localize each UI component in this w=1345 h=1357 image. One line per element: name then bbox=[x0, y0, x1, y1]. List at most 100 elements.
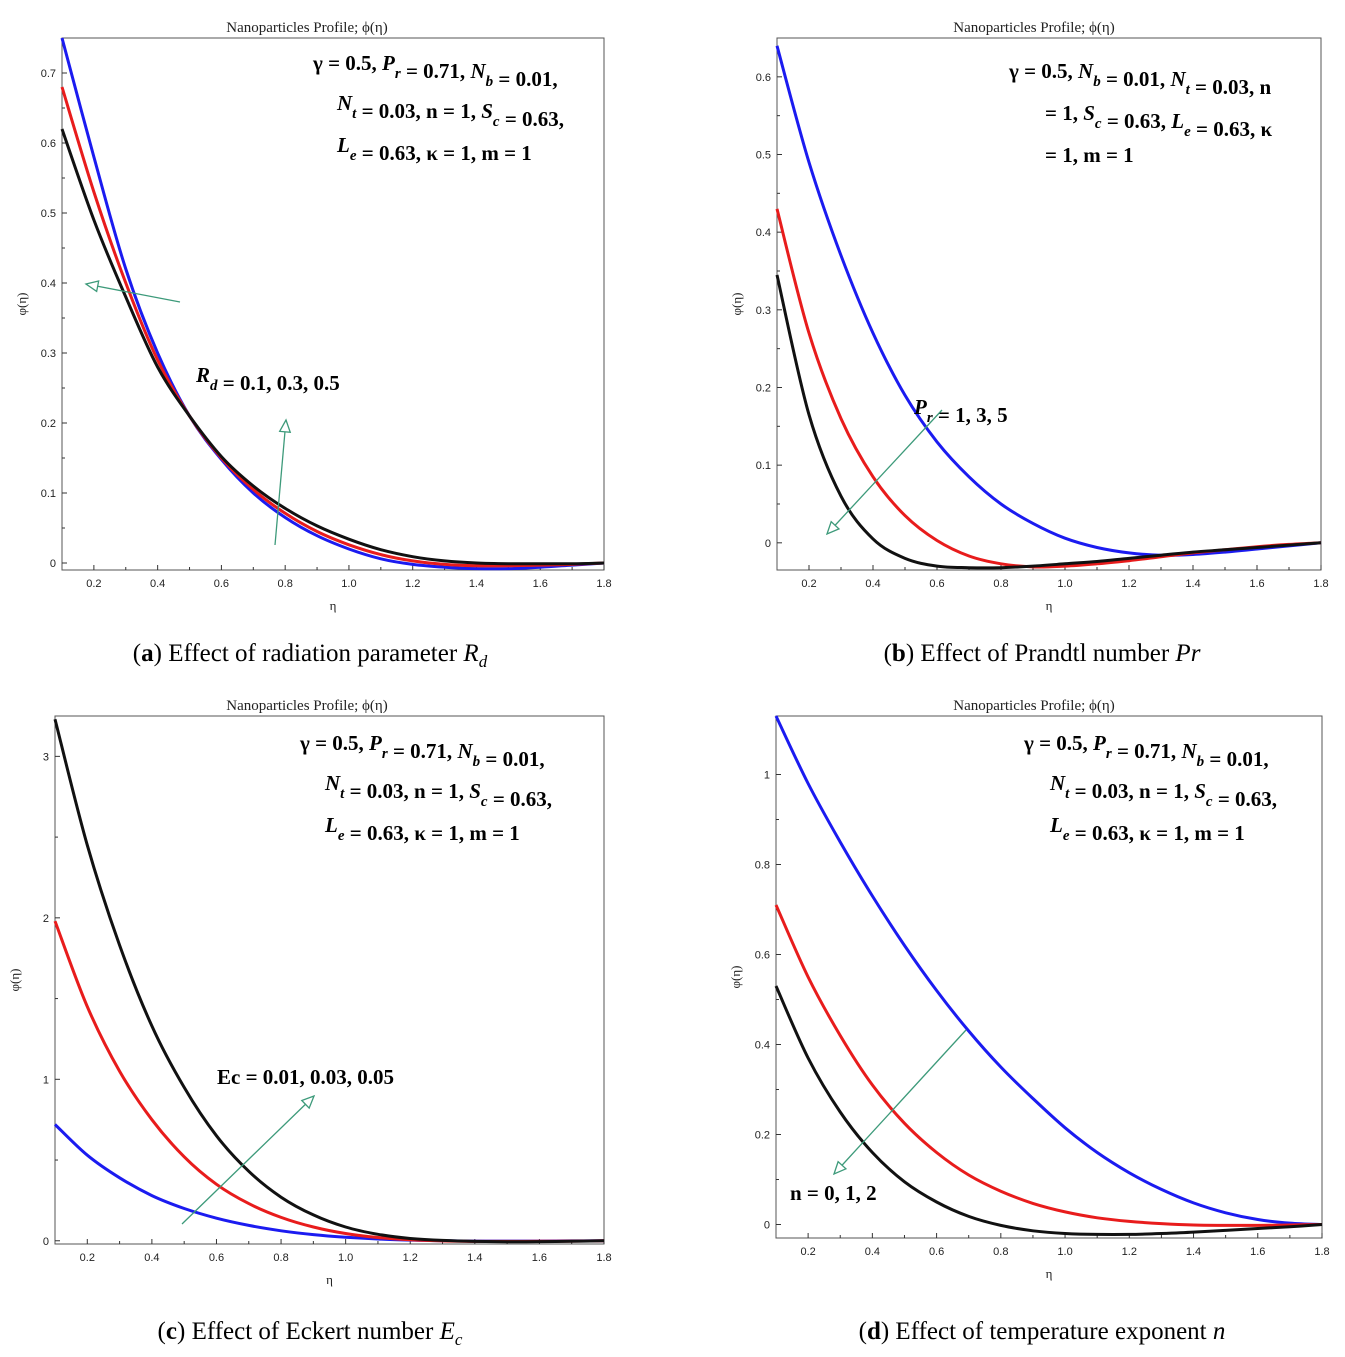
parameter-annotation-line: γ = 0.5, Pr = 0.71, Nb = 0.01, bbox=[312, 51, 558, 91]
series-line-2 bbox=[774, 904, 1323, 1227]
parameter-variation-label: Rd = 0.1, 0.3, 0.5 bbox=[195, 363, 340, 395]
chart-panel-b: Nanoparticles Profile; ϕ(η) 0.2 0.4 0.6 0.8 1… bbox=[672, 0, 1345, 678]
x-tick-label: 1.4 bbox=[1185, 578, 1200, 590]
y-tick-label: 0.6 bbox=[756, 72, 771, 84]
y-axis-label: φ(η) bbox=[7, 969, 22, 992]
y-axis-label: φ(η) bbox=[728, 966, 743, 989]
x-tick-label: 1.2 bbox=[1122, 1246, 1137, 1258]
parameter-annotation-line: Nt = 0.03, n = 1, Sc = 0.63, bbox=[324, 771, 552, 811]
x-tick-label: 1.6 bbox=[1249, 578, 1264, 590]
x-tick-label: 0.2 bbox=[86, 578, 101, 590]
parameter-annotation-line: γ = 0.5, Pr = 0.71, Nb = 0.01, bbox=[299, 731, 545, 771]
y-tick-label: 1 bbox=[764, 770, 770, 782]
x-axis-label: η bbox=[326, 1272, 333, 1287]
x-tick-label: 1.8 bbox=[1314, 1246, 1329, 1258]
y-tick-label: 0.4 bbox=[756, 227, 771, 239]
x-tick-label: 0.6 bbox=[214, 578, 229, 590]
x-axis-label: η bbox=[1046, 598, 1053, 613]
chart-d: Nanoparticles Profile; ϕ(η) 0.2 0.4 0.6 0.8 1… bbox=[728, 698, 1330, 1281]
trend-arrow-head bbox=[84, 280, 100, 293]
plot-frame bbox=[61, 37, 605, 571]
y-tick-label: 0.4 bbox=[41, 278, 56, 290]
x-tick-label: 1.8 bbox=[596, 1252, 611, 1264]
series-line-3 bbox=[774, 985, 1323, 1236]
parameter-annotation-line: = 1, m = 1 bbox=[1045, 143, 1134, 167]
caption-c: (c) Effect of Eckert number Ec bbox=[157, 1318, 463, 1349]
chart-title: Nanoparticles Profile; ϕ(η) bbox=[953, 20, 1115, 36]
x-axis-label: η bbox=[330, 598, 337, 613]
series-line-1 bbox=[775, 45, 1322, 557]
chart-title: Nanoparticles Profile; ϕ(η) bbox=[953, 698, 1115, 714]
x-tick-label: 1.0 bbox=[341, 578, 356, 590]
parameter-annotation-line: Nt = 0.03, n = 1, Sc = 0.63, bbox=[336, 91, 564, 131]
x-tick-label: 0.4 bbox=[150, 578, 165, 590]
x-tick-label: 1.8 bbox=[1313, 578, 1328, 590]
trend-arrow-line bbox=[274, 419, 287, 546]
trend-arrow-line bbox=[833, 1029, 967, 1175]
y-tick-label: 0.2 bbox=[756, 382, 771, 394]
y-axis-label: φ(η) bbox=[729, 293, 744, 316]
x-tick-label: 0.4 bbox=[144, 1252, 159, 1264]
x-tick-label: 1.6 bbox=[533, 578, 548, 590]
parameter-annotation-line: Le = 0.63, κ = 1, m = 1 bbox=[336, 133, 532, 165]
x-tick-label: 0.4 bbox=[865, 1246, 880, 1258]
x-tick-label: 1.4 bbox=[469, 578, 484, 590]
series-line-3 bbox=[775, 274, 1322, 570]
y-tick-label: 2 bbox=[43, 913, 49, 925]
chart-a: Nanoparticles Profile; ϕ(η) 0.2 0.4 0.6 0.8 1… bbox=[14, 20, 612, 613]
x-tick-label: 0.8 bbox=[278, 578, 293, 590]
chart-b: Nanoparticles Profile; ϕ(η) 0.2 0.4 0.6 0.8 1… bbox=[729, 20, 1329, 613]
trend-arrow-head bbox=[832, 1160, 848, 1176]
x-tick-label: 0.2 bbox=[800, 1246, 815, 1258]
trend-arrow-line bbox=[85, 283, 181, 303]
chart-c: Nanoparticles Profile; ϕ(η) 0.2 0.4 0.6 0.8 1… bbox=[7, 698, 612, 1287]
y-tick-label: 0.1 bbox=[756, 460, 771, 472]
x-tick-label: 1.0 bbox=[338, 1252, 353, 1264]
parameter-annotation-line: Le = 0.63, κ = 1, m = 1 bbox=[324, 813, 520, 845]
y-tick-label: 0.6 bbox=[41, 138, 56, 150]
x-tick-label: 1.6 bbox=[1250, 1246, 1265, 1258]
plot-frame bbox=[54, 715, 605, 1245]
y-tick-label: 0.8 bbox=[755, 860, 770, 872]
y-tick-label: 0.5 bbox=[756, 149, 771, 161]
x-tick-label: 1.0 bbox=[1057, 578, 1072, 590]
x-tick-label: 0.2 bbox=[80, 1252, 95, 1264]
x-tick-label: 1.2 bbox=[405, 578, 420, 590]
chart-panel-c: Nanoparticles Profile; ϕ(η) 0.2 0.4 0.6 0.8 1… bbox=[0, 678, 672, 1357]
y-tick-label: 0.1 bbox=[41, 488, 56, 500]
y-tick-label: 0 bbox=[765, 538, 771, 550]
y-tick-label: 0.2 bbox=[755, 1130, 770, 1142]
series-line-3 bbox=[60, 128, 605, 566]
y-tick-label: 0.7 bbox=[41, 68, 56, 80]
series-line-1 bbox=[53, 1123, 605, 1243]
y-tick-label: 3 bbox=[43, 751, 49, 763]
y-tick-label: 0 bbox=[764, 1220, 770, 1232]
y-tick-label: 0.3 bbox=[41, 348, 56, 360]
plot-frame bbox=[775, 715, 1323, 1239]
chart-title: Nanoparticles Profile; ϕ(η) bbox=[226, 698, 388, 714]
series-line-2 bbox=[775, 208, 1322, 569]
x-tick-label: 0.2 bbox=[801, 578, 816, 590]
x-tick-label: 0.8 bbox=[993, 1246, 1008, 1258]
caption-a: (a) Effect of radiation parameter Rd bbox=[132, 640, 488, 671]
trend-arrow-line bbox=[181, 1095, 315, 1225]
y-tick-label: 1 bbox=[43, 1074, 49, 1086]
caption-d: (d) Effect of temperature exponent n bbox=[858, 1318, 1226, 1345]
y-tick-label: 0 bbox=[43, 1236, 49, 1248]
parameter-annotation-line: γ = 0.5, Nb = 0.01, Nt = 0.03, n bbox=[1008, 59, 1271, 99]
x-tick-label: 0.8 bbox=[273, 1252, 288, 1264]
series-line-1 bbox=[774, 715, 1323, 1226]
chart-title: Nanoparticles Profile; ϕ(η) bbox=[226, 20, 388, 36]
x-tick-label: 1.6 bbox=[532, 1252, 547, 1264]
x-tick-label: 1.2 bbox=[403, 1252, 418, 1264]
x-tick-label: 0.6 bbox=[929, 1246, 944, 1258]
caption-b: (b) Effect of Prandtl number Pr bbox=[883, 640, 1201, 667]
parameter-annotation-line: = 1, Sc = 0.63, Le = 0.63, κ bbox=[1045, 101, 1273, 141]
y-tick-label: 0.2 bbox=[41, 418, 56, 430]
x-tick-label: 1.4 bbox=[467, 1252, 482, 1264]
chart-panel-d: Nanoparticles Profile; ϕ(η) 0.2 0.4 0.6 0.8 1… bbox=[672, 678, 1345, 1357]
trend-arrow-head bbox=[278, 418, 292, 434]
y-tick-label: 0 bbox=[50, 558, 56, 570]
series-line-2 bbox=[60, 86, 605, 568]
y-tick-label: 0.3 bbox=[756, 305, 771, 317]
